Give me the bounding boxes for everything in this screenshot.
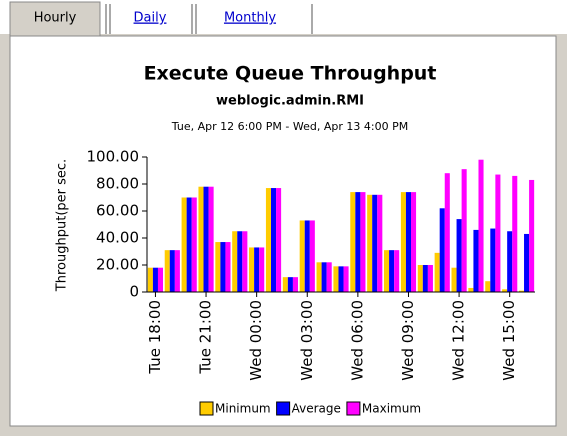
bar bbox=[237, 231, 243, 292]
bar bbox=[181, 197, 187, 292]
bar bbox=[157, 267, 164, 292]
y-tick-label: 60.00 bbox=[96, 202, 139, 220]
bar bbox=[242, 231, 248, 292]
bar bbox=[411, 192, 417, 292]
bar bbox=[427, 265, 433, 292]
y-tick-label: 40.00 bbox=[96, 229, 139, 247]
x-tick-label: Wed 00:00 bbox=[247, 300, 265, 381]
bar bbox=[456, 219, 462, 292]
bar bbox=[343, 266, 349, 292]
y-tick-label: 0 bbox=[129, 283, 139, 301]
bar bbox=[529, 179, 535, 292]
bar bbox=[451, 267, 457, 292]
x-tick-label: Wed 03:00 bbox=[298, 300, 316, 381]
bar bbox=[473, 229, 479, 292]
bar bbox=[405, 192, 412, 292]
bar bbox=[174, 250, 180, 292]
bar bbox=[394, 250, 400, 292]
bar bbox=[417, 265, 423, 292]
bar bbox=[478, 159, 484, 292]
bar bbox=[485, 281, 491, 292]
bar bbox=[338, 266, 344, 292]
bar bbox=[422, 265, 428, 292]
bar bbox=[186, 197, 192, 292]
legend-label: Maximum bbox=[362, 402, 421, 416]
bar bbox=[316, 262, 322, 292]
x-tick-label: Wed 09:00 bbox=[399, 300, 417, 381]
bar bbox=[439, 208, 445, 292]
bar bbox=[355, 192, 361, 292]
x-tick-label: Wed 15:00 bbox=[500, 300, 518, 381]
bar bbox=[299, 220, 305, 292]
bar bbox=[350, 192, 356, 292]
tab-label[interactable]: Hourly bbox=[34, 11, 77, 26]
bar bbox=[495, 174, 501, 292]
bar bbox=[444, 173, 450, 292]
bar bbox=[259, 247, 265, 292]
legend-label: Average bbox=[292, 402, 341, 416]
legend-swatch bbox=[276, 401, 291, 416]
bar bbox=[152, 267, 158, 292]
bar bbox=[282, 277, 288, 292]
bar bbox=[191, 197, 197, 292]
bar bbox=[265, 188, 271, 292]
bar bbox=[490, 228, 496, 292]
chart-subtitle: weblogic.admin.RMI bbox=[216, 94, 364, 109]
bar bbox=[220, 242, 226, 292]
bar bbox=[360, 192, 366, 292]
bar bbox=[377, 194, 383, 292]
bar bbox=[518, 290, 525, 292]
bar bbox=[461, 169, 467, 292]
bar bbox=[367, 194, 373, 292]
tab-link[interactable]: Monthly bbox=[224, 11, 276, 26]
legend-swatch bbox=[199, 401, 214, 416]
y-tick-label: 80.00 bbox=[96, 175, 139, 193]
x-tick-label: Wed 06:00 bbox=[348, 300, 366, 381]
bar bbox=[434, 252, 440, 292]
bar bbox=[468, 287, 474, 292]
bar bbox=[232, 231, 238, 292]
bar bbox=[400, 192, 406, 292]
bar bbox=[524, 233, 530, 292]
legend-swatch bbox=[346, 401, 361, 416]
bar bbox=[208, 186, 214, 292]
bar bbox=[164, 250, 170, 292]
bar bbox=[249, 247, 255, 292]
bar bbox=[215, 242, 221, 292]
bar bbox=[372, 194, 378, 292]
x-tick-label: Tue 21:00 bbox=[197, 300, 215, 375]
bar bbox=[502, 289, 508, 292]
x-tick-label: Tue 18:00 bbox=[146, 300, 164, 375]
bar bbox=[276, 188, 282, 292]
bar bbox=[198, 186, 204, 292]
x-tick-label: Wed 12:00 bbox=[450, 300, 468, 381]
y-axis-label: Throughput(per sec. bbox=[55, 159, 70, 292]
chart-title: Execute Queue Throughput bbox=[144, 63, 437, 85]
date-range: Tue, Apr 12 6:00 PM - Wed, Apr 13 4:00 P… bbox=[171, 120, 408, 133]
bar bbox=[270, 188, 277, 292]
bar bbox=[147, 267, 153, 292]
y-tick-label: 100.00 bbox=[87, 148, 140, 166]
legend-label: Minimum bbox=[215, 402, 271, 416]
bar bbox=[333, 266, 339, 292]
bar bbox=[326, 262, 332, 292]
bar bbox=[512, 175, 518, 292]
bar bbox=[507, 231, 513, 292]
bar bbox=[203, 186, 209, 292]
bar bbox=[169, 250, 175, 292]
bar bbox=[389, 250, 395, 292]
tab-link[interactable]: Daily bbox=[134, 11, 167, 26]
bar bbox=[384, 250, 390, 292]
bar bbox=[304, 220, 310, 292]
bar bbox=[287, 277, 293, 292]
bar bbox=[225, 242, 231, 292]
y-tick-label: 20.00 bbox=[96, 256, 139, 274]
bar bbox=[309, 220, 315, 292]
bar bbox=[254, 247, 260, 292]
bar bbox=[321, 262, 327, 292]
bar bbox=[292, 277, 298, 292]
